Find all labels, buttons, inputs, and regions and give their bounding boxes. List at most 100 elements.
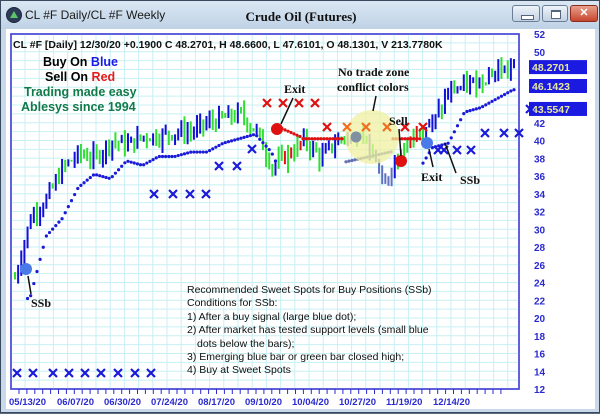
support-dot	[474, 107, 478, 111]
maximize-button[interactable]	[542, 5, 568, 22]
resistance-dot	[292, 132, 296, 136]
support-dot	[182, 152, 187, 156]
annotation-pointer	[372, 95, 377, 112]
x-axis-label: 08/17/20	[198, 397, 235, 408]
legend-buy-prefix: Buy On	[43, 55, 91, 69]
x-marker	[361, 122, 371, 132]
y-axis-label: 14	[534, 367, 546, 378]
resistance-dot	[406, 137, 410, 141]
support-dot	[132, 161, 136, 165]
note-line: 2) After market has tested support level…	[187, 324, 429, 337]
support-dot	[148, 159, 152, 163]
support-dot	[468, 108, 472, 113]
exit-x-marker	[418, 122, 428, 132]
x-marker	[130, 368, 140, 378]
y-axis-label: 38	[534, 154, 546, 165]
resistance-dot	[412, 137, 416, 141]
sell-signal-dot	[395, 155, 407, 167]
annotation-label: No trade zone	[338, 65, 410, 79]
resistance-dot	[319, 137, 323, 141]
support-dot	[452, 130, 456, 134]
minimize-button[interactable]	[512, 5, 540, 22]
resistance-dot	[304, 137, 308, 141]
x-marker	[168, 189, 178, 199]
x-marker	[480, 128, 490, 138]
x-axis-label: 06/30/20	[104, 397, 141, 408]
support-dot	[113, 171, 118, 175]
resistance-dot	[283, 128, 287, 132]
support-dot	[173, 154, 177, 159]
conflict-dot	[350, 158, 354, 163]
resistance-dot	[316, 137, 320, 141]
price-tag	[529, 60, 587, 75]
support-dot	[207, 149, 212, 153]
legend-sell-word: Red	[91, 70, 116, 84]
support-dot	[29, 294, 33, 298]
support-dot	[446, 141, 450, 145]
support-dot	[236, 137, 240, 141]
support-dot	[41, 245, 45, 249]
y-axis-label: 22	[534, 296, 546, 307]
plot-border	[10, 33, 520, 390]
y-axis-label: 28	[534, 243, 546, 254]
support-dot	[270, 152, 274, 156]
legend-tagline: Trading made easy	[24, 85, 137, 99]
support-dot	[51, 227, 55, 231]
note-line: dots below the bars);	[197, 337, 295, 350]
support-dot	[123, 161, 127, 165]
support-dot	[104, 175, 108, 180]
support-dot	[94, 173, 99, 177]
x-marker	[514, 128, 524, 138]
x-marker	[149, 189, 159, 199]
exit-x-marker	[310, 98, 320, 108]
chart-title: Crude Oil (Futures)	[245, 9, 357, 24]
support-dot	[85, 178, 89, 182]
resistance-dot	[415, 137, 419, 141]
support-dot	[195, 150, 199, 154]
support-dot	[25, 296, 30, 301]
support-dot	[66, 205, 70, 209]
y-axis-label: 16	[534, 350, 546, 361]
x-axis-label: 06/07/20	[57, 397, 94, 408]
support-dot	[462, 112, 466, 116]
support-dot	[110, 175, 114, 179]
annotation-label: conflict colors	[337, 80, 409, 94]
annotation-label: Sell	[389, 114, 408, 128]
y-axis-label: 26	[534, 261, 546, 272]
annotation-pointer	[27, 275, 32, 295]
support-dot	[164, 154, 168, 159]
resistance-dot	[289, 130, 293, 135]
y-axis-label: 24	[534, 279, 546, 290]
x-marker	[382, 122, 392, 132]
resistance-dot	[295, 133, 299, 137]
legend-buy-word: Blue	[90, 55, 119, 69]
conflict-dot	[353, 158, 357, 162]
title-bar[interactable]: CL #F Daily/CL #F Weekly Crude Oil (Futu…	[1, 1, 599, 29]
price-tag-value: 48.2701	[532, 62, 570, 74]
support-dot	[223, 140, 227, 145]
annotation-pointer	[444, 142, 457, 174]
x-marker	[96, 368, 106, 378]
support-dot	[273, 159, 278, 163]
support-dot	[167, 154, 171, 159]
x-axis-label: 11/19/20	[386, 397, 422, 408]
annotation-pointer	[280, 97, 294, 125]
x-marker	[232, 161, 242, 171]
support-dot	[63, 211, 67, 215]
support-dot	[499, 94, 504, 98]
support-dot	[242, 135, 246, 139]
support-dot	[129, 160, 133, 164]
x-marker	[201, 189, 211, 199]
resistance-dot	[310, 137, 314, 141]
support-dot	[170, 154, 174, 159]
resistance-dot	[403, 137, 407, 141]
support-dot	[487, 101, 491, 105]
x-marker	[525, 104, 535, 114]
support-dot	[512, 88, 516, 92]
x-axis-label: 05/13/20	[9, 397, 46, 408]
resistance-dot	[328, 137, 332, 141]
support-dot	[192, 150, 196, 154]
close-button[interactable]: ✕	[570, 5, 598, 22]
window-title: CL #F Daily/CL #F Weekly	[25, 8, 166, 22]
